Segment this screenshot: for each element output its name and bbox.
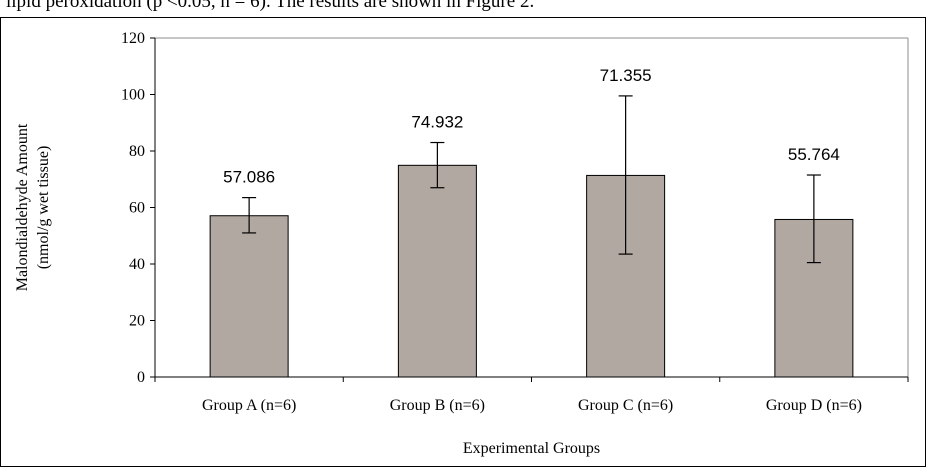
error-bars-group (242, 95, 821, 264)
x-category-label: Group C (n=6) (578, 397, 673, 414)
y-tick-label: 100 (121, 87, 145, 104)
x-category-label: Group A (n=6) (202, 397, 296, 414)
y-axis-title-line1: Malondialdehyde Amount (14, 123, 31, 291)
y-tick-label: 120 (121, 30, 145, 47)
data-label: 55.764 (788, 145, 840, 164)
y-tick-label: 0 (137, 369, 145, 386)
bars-group (209, 164, 854, 378)
data-label: 71.355 (600, 66, 652, 85)
axes-group: 0 20 40 60 80 100 120 (121, 30, 909, 386)
data-label: 74.932 (411, 113, 463, 132)
bar (209, 215, 289, 378)
x-category-label: Group B (n=6) (390, 397, 485, 414)
y-tick-label: 60 (129, 200, 145, 217)
labels-group: 57.086 Group A (n=6) 74.932 Group B (n=6) 71… (202, 66, 862, 414)
preceding-text-line: lipid peroxidation (p <0.05, n = 6). The… (6, 0, 535, 12)
y-tick-label: 20 (129, 313, 145, 330)
x-axis-title: Experimental Groups (463, 440, 600, 457)
y-tick-label: 40 (129, 256, 145, 273)
x-category-label: Group D (n=6) (766, 397, 862, 414)
y-axis-title-line2: (nmol/g wet tissue) (35, 146, 52, 270)
data-label: 57.086 (223, 168, 275, 187)
bar (397, 164, 477, 378)
plot-area (155, 37, 909, 377)
y-tick-label: 80 (129, 143, 145, 160)
figure-frame (0, 17, 926, 467)
